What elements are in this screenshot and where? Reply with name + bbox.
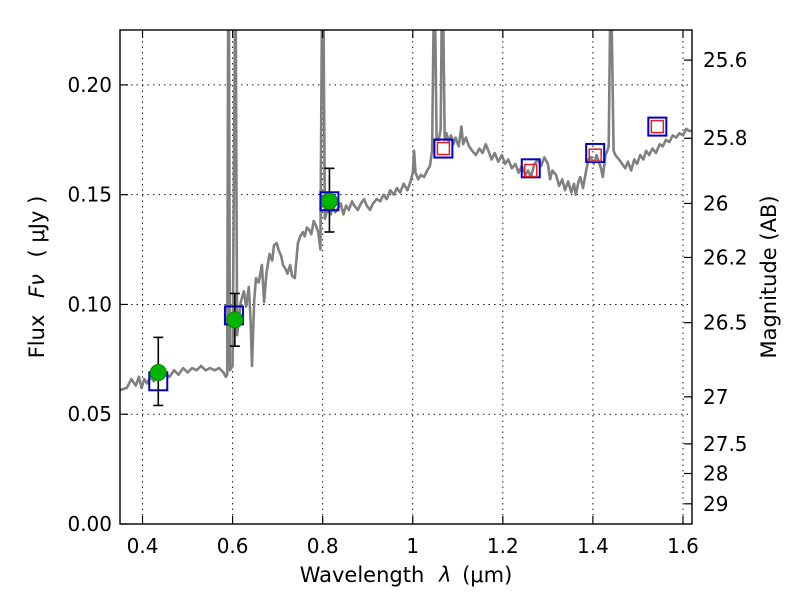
x-axis-label-unit: (μm) [462,563,512,587]
plot-frame [119,29,693,525]
obs-phot-square [524,163,538,178]
y-tick-label: 0.05 [67,402,112,426]
obs-phot-square [650,119,665,134]
y2-tick-label: 26.5 [703,311,748,335]
y-axis-label-word: Flux [25,315,49,359]
grid-lines [120,30,692,525]
model-phot-square [647,116,668,137]
spectrum-line [120,30,692,392]
x-tick-label: 0.4 [127,534,159,558]
y2-axis-label: Magnitude (AB) [757,195,781,358]
y-axis-label-symbol: Fν [25,274,49,298]
y-axis-right: 25.6 25.8 26 26.2 26.5 27 27.5 28 29 [684,48,748,516]
x-tick-label: 1 [406,534,419,558]
y-tick-label: 0.15 [67,183,112,207]
y-axis-left: 0.00 0.05 0.10 0.15 0.20 [67,73,128,536]
obs-phot-square [436,141,451,156]
observed-point [226,311,244,329]
y2-tick-label: 25.8 [703,126,748,150]
x-tick-label: 0.8 [307,534,339,558]
x-tick-label: 0.6 [217,534,249,558]
y2-tick-label: 28 [703,462,728,486]
x-axis-label-symbol: λ [438,563,451,587]
y2-tick-label: 26 [703,191,728,215]
y-tick-label: 0.10 [67,292,112,316]
y2-tick-label: 25.6 [703,48,748,72]
y2-tick-label: 27 [703,385,728,409]
x-axis-label-word: Wavelength [300,563,425,587]
x-tick-label: 1.4 [577,534,609,558]
model-phot-square [585,142,606,163]
y-tick-label: 0.20 [67,73,112,97]
model-phot-square [433,138,454,159]
x-axis: 0.4 0.6 0.8 1 1.2 1.4 1.6 [127,30,699,558]
x-axis-label: Wavelength λ (μm) [300,563,513,587]
x-tick-label: 1.2 [487,534,519,558]
y-tick-label: 0.00 [67,512,112,536]
y2-tick-label: 27.5 [703,432,748,456]
obs-phot-square [588,148,602,162]
y-axis-label: Flux Fν ( μJy ) [25,196,49,359]
observed-point [320,192,338,210]
y2-tick-label: 26.2 [703,245,748,269]
x-tick-label: 1.6 [667,534,699,558]
plot-area [120,30,692,407]
y-axis-label-unit: ( μJy ) [25,196,49,258]
model-phot-square [520,158,541,179]
observed-point [149,364,167,382]
y2-tick-label: 29 [703,492,728,516]
